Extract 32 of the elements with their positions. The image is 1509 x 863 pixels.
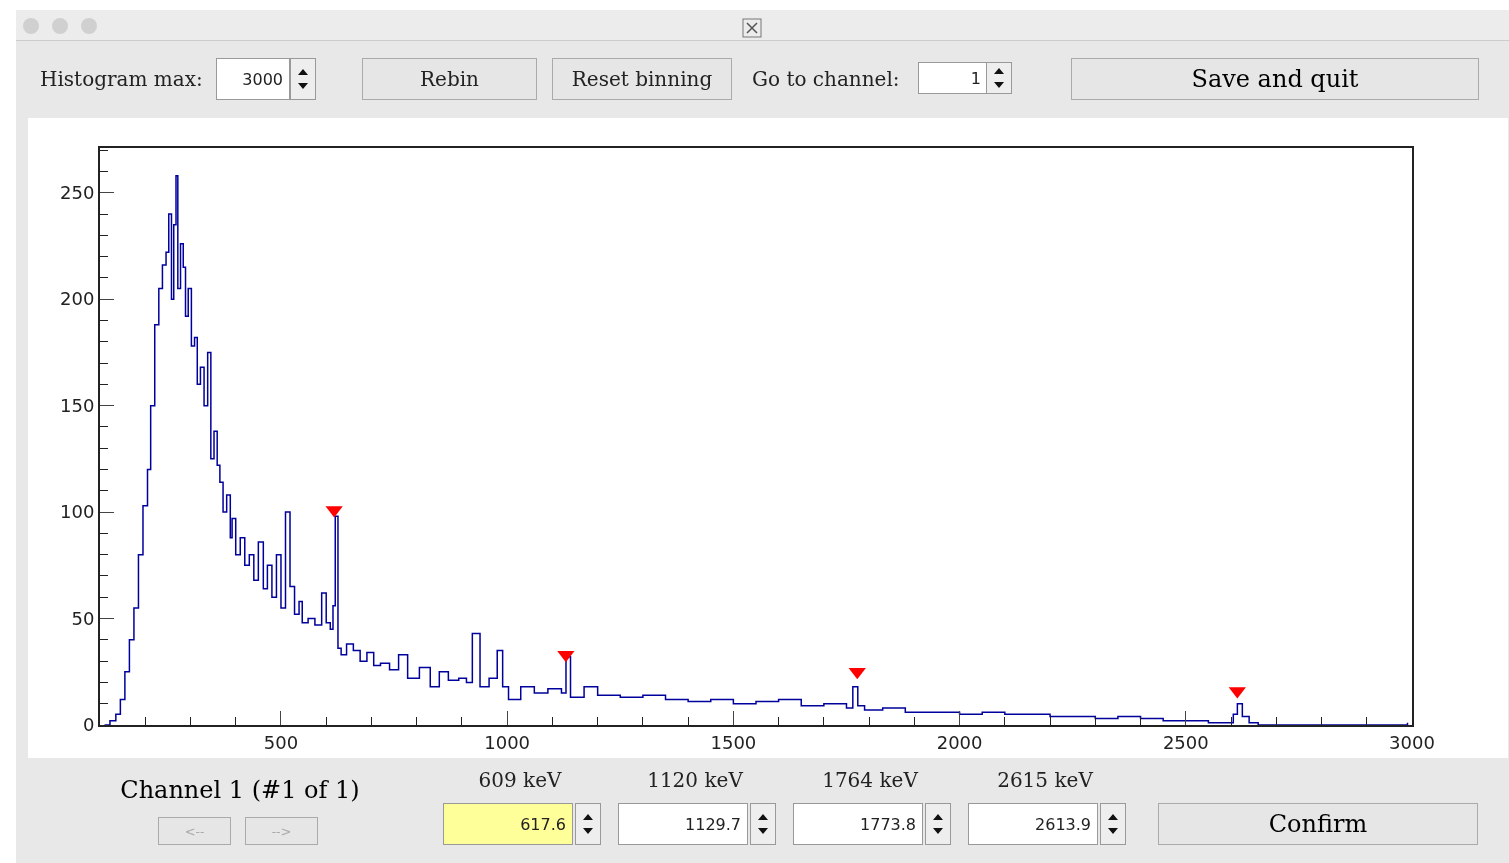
text: 3000 [216, 58, 290, 100]
x-tick-label: 3000 [1389, 731, 1435, 753]
y-tick-label: 250 [60, 182, 95, 204]
x-tick-label: 2000 [936, 731, 983, 753]
text: 2613.9 [968, 803, 1098, 845]
text: 1129.7 [618, 803, 748, 845]
text: 2615 keV [996, 767, 1095, 794]
text: Confirm [1158, 803, 1478, 845]
y-tick-label: 50 [71, 607, 95, 629]
text: --> [245, 817, 318, 845]
text: 617.6 [443, 803, 573, 845]
x-tick-label: 1500 [710, 731, 757, 753]
text: Go to channel: [752, 66, 901, 93]
point [557, 650, 575, 663]
text: 1 [918, 62, 988, 94]
y-tick-label: 150 [60, 394, 95, 416]
y-tick-label: 0 [82, 714, 95, 736]
y-tick-label: 100 [60, 501, 95, 523]
text: Histogram max: [40, 66, 204, 93]
text: Save and quit [1071, 58, 1479, 100]
text: Rebin [362, 58, 537, 100]
x-tick-label: 500 [263, 731, 299, 753]
y-tick-label: 200 [60, 288, 95, 310]
text: 609 keV [477, 767, 563, 794]
x-tick-label: 1000 [484, 731, 531, 753]
x-tick-label: 2500 [1162, 731, 1209, 753]
text: <-- [158, 817, 231, 845]
text: 1764 keV [821, 767, 920, 794]
text: Channel 1 (#1 of 1) [120, 775, 360, 806]
text: 1773.8 [793, 803, 923, 845]
text: Reset binning [552, 58, 732, 100]
text: 1120 keV [646, 767, 745, 794]
